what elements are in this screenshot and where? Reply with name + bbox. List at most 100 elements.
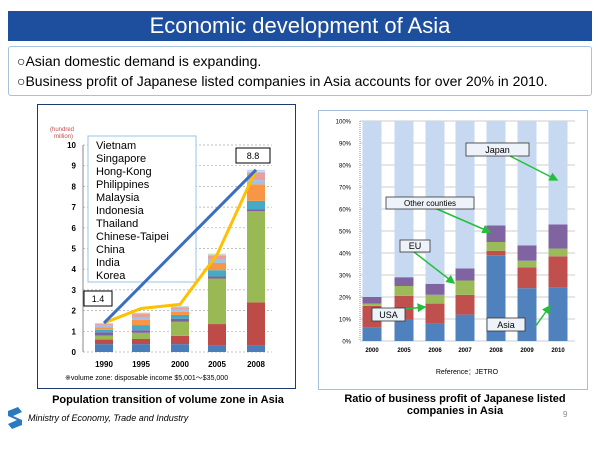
bar-segment-usa	[425, 303, 445, 324]
bar-segment-korea	[171, 344, 189, 352]
bar-segment-eu	[455, 280, 475, 295]
pointer-arrow	[404, 303, 427, 313]
bar-segment-chinese-taipei	[208, 276, 226, 279]
bar-segment-eu	[425, 294, 445, 304]
y-tick-label: 90%	[339, 142, 352, 148]
bar-segment-philippines	[247, 172, 265, 181]
bar-segment-other-counties	[517, 245, 537, 261]
y-tick-label: 20%	[339, 296, 352, 302]
bar-segment-china	[247, 211, 265, 303]
x-tick-label: 2006	[428, 348, 442, 354]
y-tick-label: 0	[72, 348, 77, 357]
right-chart-caption: Ratio of business profit of Japanese lis…	[344, 393, 566, 417]
bar-segment-malaysia	[132, 317, 150, 320]
bar-segment-china	[208, 278, 226, 325]
y-tick-label: 50%	[339, 230, 352, 236]
slide-title: Economic development of Asia	[8, 11, 592, 41]
x-tick-label: 2008	[247, 360, 265, 369]
bar-segment-japan	[455, 121, 475, 269]
bar-segment-malaysia	[171, 309, 189, 312]
bar-segment-malaysia	[208, 259, 226, 263]
bar-segment-asia	[425, 323, 445, 341]
pointer-arrow	[534, 304, 551, 328]
legend-item: Vietnam	[96, 140, 136, 152]
y-tick-label: 5	[72, 245, 77, 254]
legend-item: Philippines	[96, 179, 150, 191]
bar-segment-korea	[247, 345, 265, 352]
series-label-japan: Japan	[485, 145, 510, 155]
bar-segment-china	[171, 321, 189, 336]
bar-segment-indonesia	[247, 184, 265, 201]
bar-segment-usa	[548, 256, 568, 288]
population-chart-frame	[37, 104, 296, 389]
unit-label: million)	[54, 134, 73, 140]
x-tick-label: 2000	[365, 348, 379, 354]
bullet-2: ○Business profit of Japanese listed comp…	[17, 73, 548, 89]
pointer-arrow	[413, 251, 456, 284]
pointer-arrow	[509, 155, 559, 181]
x-tick-label: 2009	[520, 348, 534, 354]
bar-segment-asia	[455, 314, 475, 341]
reference-label: Reference：JETRO	[436, 369, 499, 376]
bar-segment-thailand	[95, 329, 113, 333]
bar-segment-thailand	[247, 200, 265, 210]
series-label-box	[465, 142, 530, 157]
legend-item: China	[96, 244, 126, 256]
y-tick-label: 40%	[339, 252, 352, 258]
series-label-usa: USA	[379, 310, 398, 320]
legend-item: Chinese-Taipei	[96, 231, 169, 243]
bar-segment-eu	[548, 248, 568, 257]
x-tick-label: 2010	[551, 348, 565, 354]
bar-segment-eu	[517, 260, 537, 268]
bar-segment-korea	[208, 345, 226, 352]
bar-segment-eu	[362, 303, 382, 306]
y-tick-label: 10	[67, 141, 76, 150]
annotation-2008: 8.8	[247, 151, 260, 161]
legend-item: India	[96, 257, 121, 269]
ministry-name: Ministry of Economy, Trade and Industry	[28, 413, 189, 423]
bar-segment-chinese-taipei	[171, 318, 189, 322]
y-tick-label: 0%	[342, 340, 351, 346]
bar-segment-other-counties	[548, 224, 568, 249]
bar-segment-chinese-taipei	[247, 209, 265, 212]
bar-segment-chinese-taipei	[95, 332, 113, 336]
bar-segment-india	[171, 335, 189, 345]
legend-item: Hong-Kong	[96, 166, 152, 178]
annotation-box	[235, 147, 271, 164]
legend-item: Malaysia	[96, 192, 140, 204]
legend-item: Indonesia	[96, 205, 145, 217]
bar-segment-india	[208, 324, 226, 346]
trend-line	[103, 169, 258, 325]
x-tick-label: 2000	[171, 360, 189, 369]
series-label-asia: Asia	[497, 320, 515, 330]
y-tick-label: 80%	[339, 164, 352, 170]
y-tick-label: 8	[72, 182, 77, 191]
bar-segment-thailand	[171, 314, 189, 319]
bar-segment-chinese-taipei	[132, 330, 150, 333]
bar-segment-korea	[132, 344, 150, 352]
bar-segment-asia	[362, 327, 382, 341]
legend-item: Singapore	[96, 153, 146, 165]
bar-segment-hong-kong	[132, 313, 150, 314]
legend-item: Thailand	[96, 218, 138, 230]
bar-segment-japan	[486, 121, 506, 226]
bar-segment-other-counties	[425, 283, 445, 295]
y-tick-label: 6	[72, 224, 77, 233]
series-label-eu: EU	[409, 241, 422, 251]
y-tick-label: 9	[72, 162, 77, 171]
y-tick-label: 3	[72, 286, 77, 295]
bar-segment-india	[132, 338, 150, 345]
series-label-other-counties: Other counties	[404, 199, 456, 208]
bar-segment-asia	[394, 319, 414, 341]
y-tick-label: 70%	[339, 186, 352, 192]
y-tick-label: 1	[72, 327, 77, 336]
series-label-box	[486, 317, 526, 332]
series-label-box	[371, 307, 406, 322]
x-tick-label: 1990	[95, 360, 113, 369]
profit-chart-frame	[318, 110, 588, 390]
bar-segment-india	[95, 339, 113, 345]
series-label-box	[385, 196, 475, 210]
bar-segment-other-counties	[394, 277, 414, 286]
y-tick-label: 2	[72, 307, 77, 316]
